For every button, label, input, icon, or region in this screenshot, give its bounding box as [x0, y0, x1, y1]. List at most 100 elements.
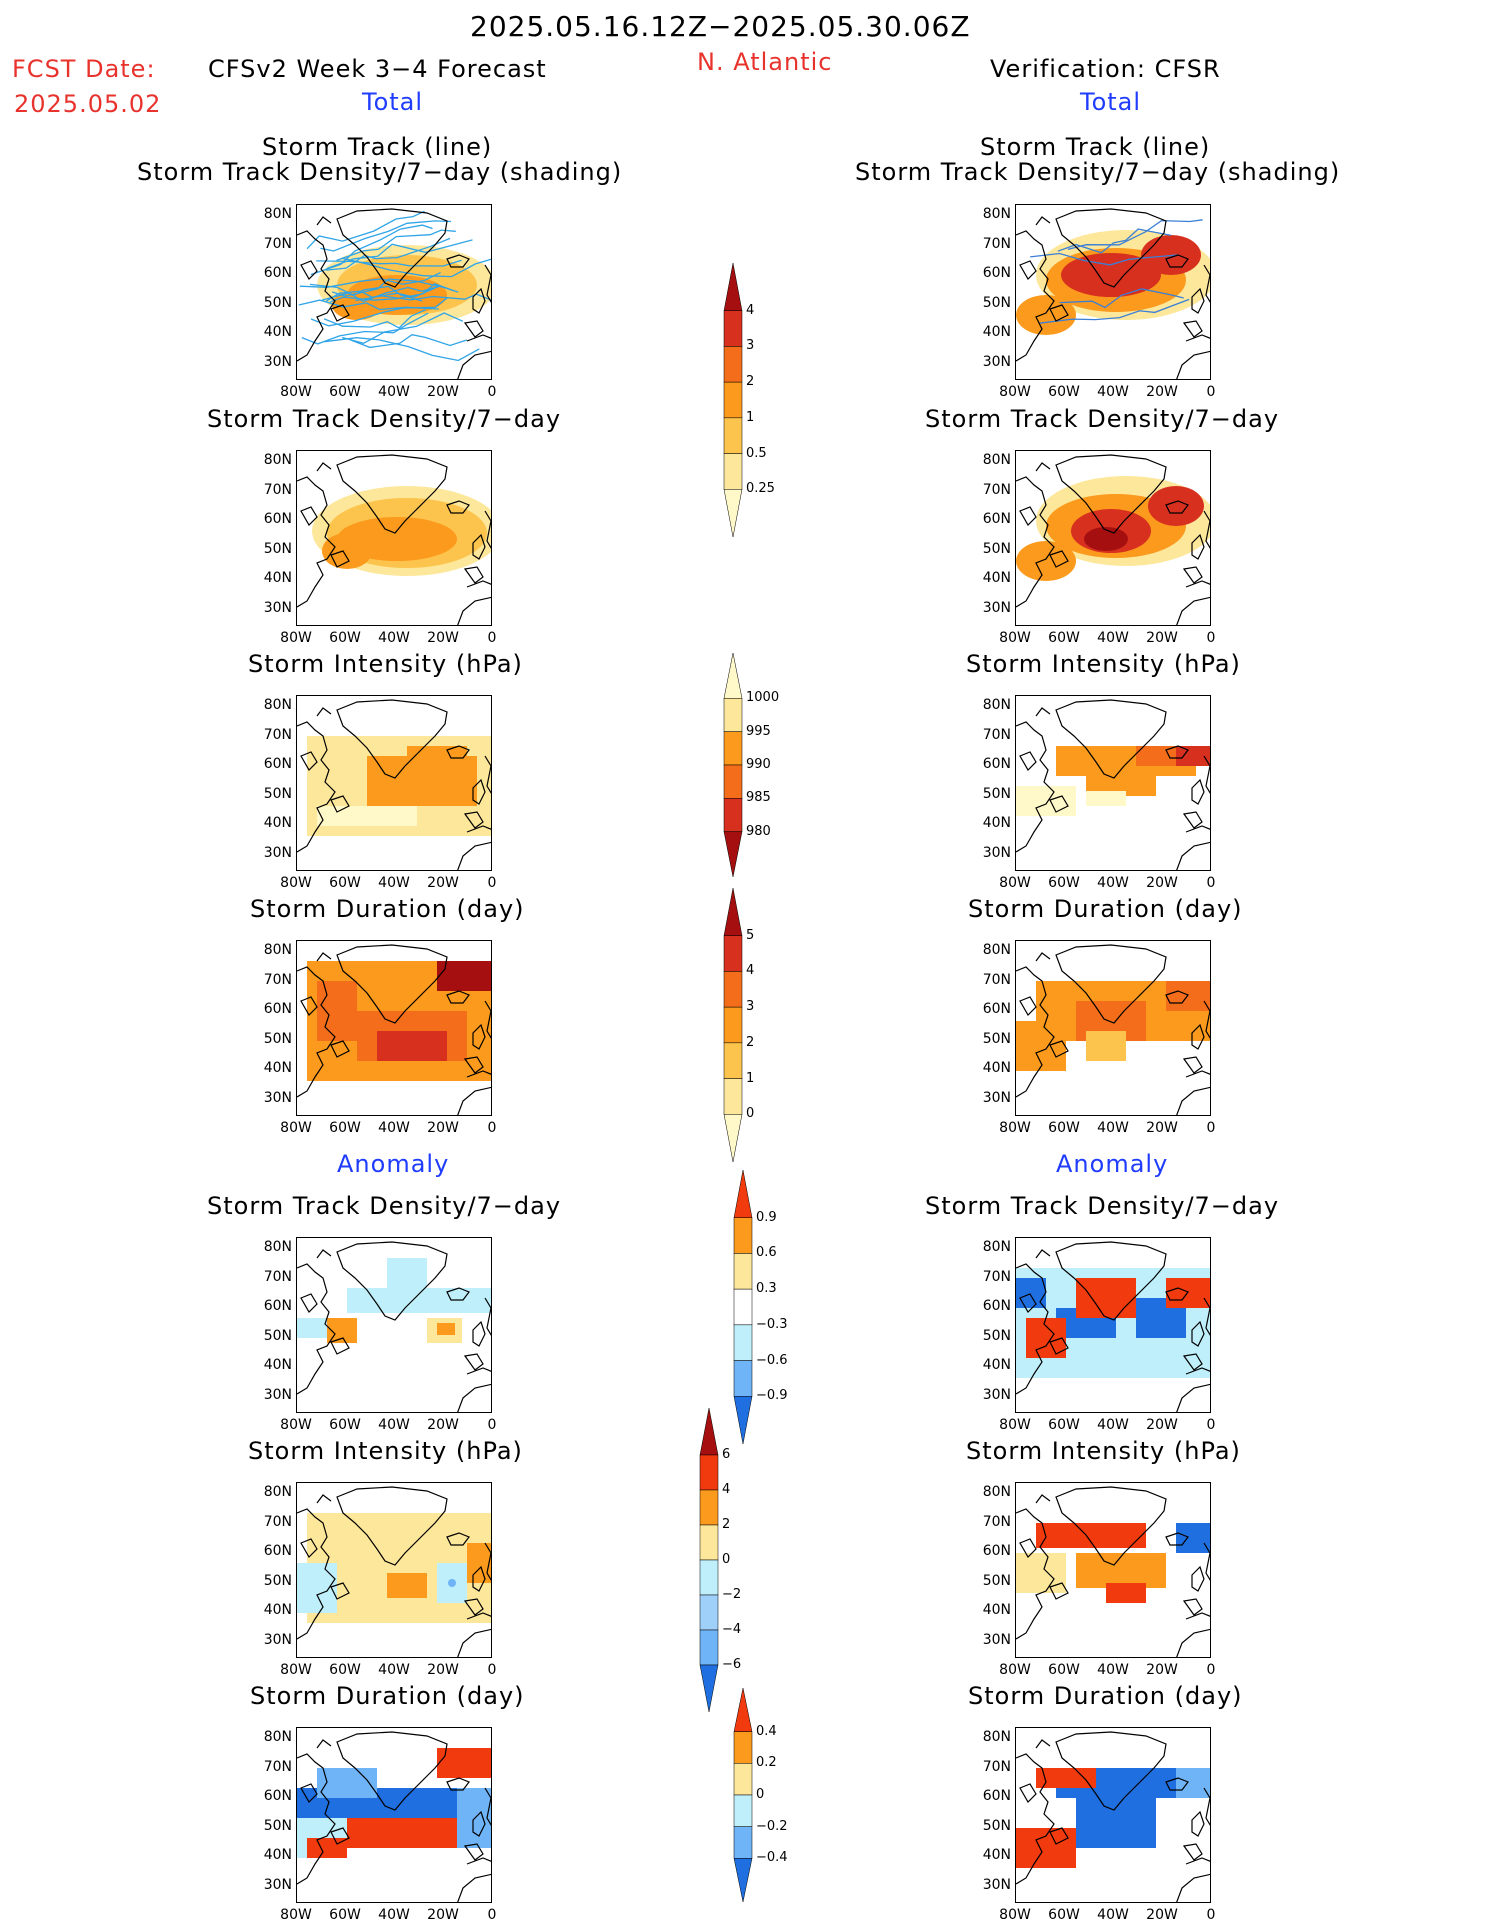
lat-tick-label: 80N [982, 1729, 1011, 1745]
colorbar-segment [699, 1664, 719, 1713]
colorbar-segment [733, 1794, 753, 1827]
lon-tick-label: 60W [329, 384, 361, 400]
lon-tick-label: 60W [329, 1417, 361, 1433]
lat-tick-label: 40N [982, 1357, 1011, 1373]
fcst-date-value: 2025.05.02 [14, 90, 162, 118]
lat-tick-label: 40N [982, 1847, 1011, 1863]
lat-tick-label: 30N [263, 599, 292, 616]
lon-tick-label: 40W [1097, 1662, 1129, 1678]
lon-tick-label: 0 [487, 1907, 497, 1923]
lat-tick-label: 30N [263, 844, 292, 861]
lat-tick-label: 50N [263, 785, 292, 802]
lon-tick-label: 20W [1146, 875, 1178, 891]
right-anom-intensity-map-field [1016, 1486, 1210, 1657]
lon-tick-label: 80W [280, 875, 312, 891]
lon-tick-label: 80W [280, 1417, 312, 1433]
lon-tick-label: 40W [1097, 630, 1129, 646]
left-p7-title: Storm Duration (day) [250, 1682, 525, 1710]
lon-tick-label: 0 [1206, 1662, 1216, 1678]
lat-tick-label: 80N [263, 697, 292, 713]
lon-tick-label: 40W [378, 1120, 410, 1136]
lat-tick-label: 50N [263, 1327, 292, 1344]
lat-tick-label: 30N [263, 1876, 292, 1893]
lat-tick-label: 30N [982, 844, 1011, 861]
lat-tick-label: 60N [263, 1543, 292, 1559]
lon-tick-label: 20W [1146, 1662, 1178, 1678]
lon-tick-label: 20W [427, 630, 459, 646]
colorbar-segment [723, 381, 743, 419]
lat-tick-label: 30N [982, 1876, 1011, 1893]
colorbar-label: 990 [746, 757, 771, 772]
lat-tick-label: 40N [982, 815, 1011, 831]
left-anom-duration-map [296, 1727, 492, 1903]
lon-tick-label: 40W [1097, 875, 1129, 891]
lat-tick-label: 70N [982, 726, 1011, 743]
colorbar-label: 4 [746, 302, 755, 318]
lat-tick-label: 50N [263, 1817, 292, 1834]
left-anom-intensity-map-field [297, 1486, 491, 1657]
colorbar-label: 1 [746, 1070, 755, 1086]
colorbar-segment [699, 1454, 719, 1491]
lon-tick-label: 60W [1048, 1907, 1080, 1923]
right-intensity-map [1015, 695, 1211, 871]
lat-tick-label: 70N [982, 1268, 1011, 1285]
verification-title: Verification: CFSR [990, 55, 1221, 83]
lon-tick-label: 60W [329, 1120, 361, 1136]
colorbar-label: −6 [722, 1657, 742, 1672]
left-anom-intensity-map [296, 1482, 492, 1658]
left-duration-map [296, 940, 492, 1116]
lon-tick-label: 80W [999, 1907, 1031, 1923]
lon-tick-label: 0 [487, 384, 497, 400]
lat-tick-label: 40N [982, 1602, 1011, 1618]
colorbar-segment [723, 652, 743, 699]
colorbar-intensity [723, 652, 743, 878]
lat-tick-label: 80N [982, 206, 1011, 222]
left-intensity-map [296, 695, 492, 871]
colorbar-density [723, 262, 743, 538]
lat-tick-label: 50N [982, 540, 1011, 557]
lat-tick-label: 70N [263, 1758, 292, 1775]
lat-tick-label: 40N [263, 1602, 292, 1618]
right-p2-title: Storm Track Density/7−day [925, 405, 1280, 433]
lat-tick-label: 60N [263, 1298, 292, 1314]
lon-tick-label: 0 [487, 1662, 497, 1678]
lon-tick-label: 20W [1146, 1907, 1178, 1923]
left-p1-title-a: Storm Track (line) [262, 133, 493, 161]
colorbar-label: 1000 [746, 690, 780, 706]
colorbar-segment [733, 1763, 753, 1796]
right-anom-duration-map-field [1016, 1731, 1210, 1902]
lat-tick-label: 50N [982, 785, 1011, 802]
lon-tick-label: 40W [378, 630, 410, 646]
lon-tick-label: 0 [487, 1417, 497, 1433]
left-p2-title: Storm Track Density/7−day [207, 405, 562, 433]
right-anomaly-label: Anomaly [1056, 1150, 1169, 1178]
lat-tick-label: 60N [263, 1001, 292, 1017]
colorbar-label: 0.9 [756, 1209, 777, 1225]
left-p5-title: Storm Track Density/7−day [207, 1192, 562, 1220]
colorbar-segment [723, 489, 743, 538]
lon-tick-label: 0 [1206, 630, 1216, 646]
lon-tick-label: 20W [427, 1662, 459, 1678]
lon-tick-label: 60W [1048, 630, 1080, 646]
lat-tick-label: 80N [982, 1239, 1011, 1255]
right-duration-map-field [1016, 944, 1210, 1115]
right-density-map-field [1016, 454, 1210, 625]
colorbar-segment [723, 831, 743, 878]
colorbar-segment [723, 310, 743, 347]
lon-tick-label: 0 [487, 1120, 497, 1136]
lat-tick-label: 70N [263, 481, 292, 498]
colorbar-label: 5 [746, 927, 755, 943]
lon-tick-label: 80W [999, 875, 1031, 891]
lat-tick-label: 70N [982, 971, 1011, 988]
left-intensity-map-field [297, 699, 491, 870]
right-track-map [1015, 204, 1211, 380]
right-total-label: Total [1080, 88, 1142, 116]
right-p4-title: Storm Duration (day) [968, 895, 1243, 923]
forecast-title: CFSv2 Week 3−4 Forecast [208, 55, 547, 83]
lat-tick-label: 80N [263, 1239, 292, 1255]
colorbar-segment [733, 1253, 753, 1290]
lat-tick-label: 60N [982, 1543, 1011, 1559]
lon-tick-label: 20W [427, 384, 459, 400]
right-duration-map [1015, 940, 1211, 1116]
lat-tick-label: 70N [982, 1758, 1011, 1775]
